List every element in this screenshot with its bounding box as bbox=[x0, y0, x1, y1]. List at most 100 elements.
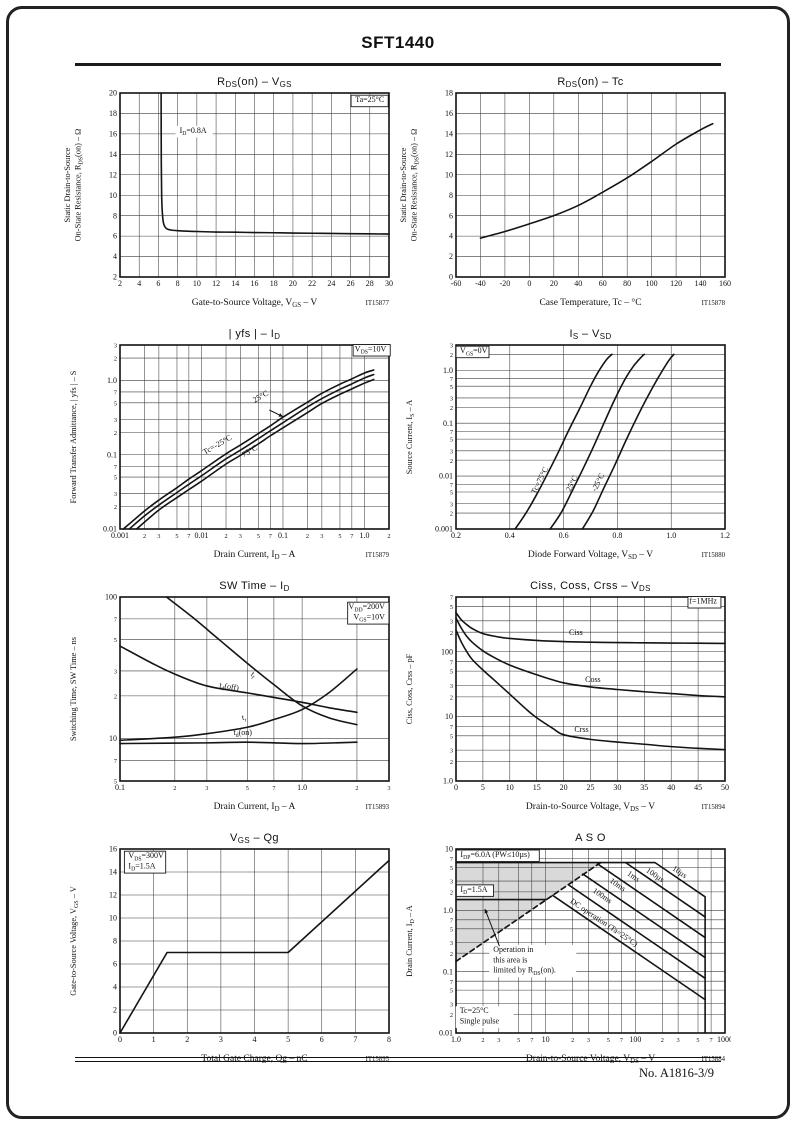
svg-text:14: 14 bbox=[109, 868, 117, 877]
svg-text:20: 20 bbox=[289, 279, 297, 288]
svg-text:1.0: 1.0 bbox=[666, 531, 676, 540]
svg-text:0: 0 bbox=[449, 273, 453, 282]
svg-text:16: 16 bbox=[109, 129, 117, 138]
x-axis-label: Drain Current, ID – A bbox=[214, 550, 296, 561]
chart-title: SW Time – ID bbox=[219, 580, 289, 593]
figure-code: IT15884 bbox=[702, 1056, 726, 1063]
series-10µs / IDP limit bbox=[455, 861, 706, 1034]
svg-text:2: 2 bbox=[571, 1037, 574, 1044]
y-axis-label: Forward Transfer Admittance, | yfs | – S bbox=[69, 370, 78, 503]
figure-code: IT15893 bbox=[366, 804, 390, 811]
svg-text:6: 6 bbox=[156, 279, 160, 288]
svg-text:2: 2 bbox=[450, 511, 453, 518]
svg-text:0.8: 0.8 bbox=[612, 531, 622, 540]
annotation-arrow bbox=[484, 908, 500, 947]
series-25°C bbox=[128, 373, 375, 530]
svg-text:ID=1.5A: ID=1.5A bbox=[460, 885, 487, 896]
series-10ms bbox=[582, 873, 706, 959]
svg-text:2: 2 bbox=[450, 759, 453, 766]
y-axis-label: Switching Time, SW Time – ns bbox=[69, 637, 78, 741]
svg-text:2: 2 bbox=[185, 1035, 189, 1044]
svg-text:2: 2 bbox=[450, 1012, 453, 1019]
x-axis-label: Diode Forward Voltage, VSD – V bbox=[528, 550, 653, 561]
svg-text:0: 0 bbox=[118, 1035, 122, 1044]
chart-rdson-vgs-canvas: 2 4 6 8 10 12 14 16 18 20 22 24 26 28 3024681012141618… bbox=[63, 76, 393, 309]
series-75°C bbox=[135, 378, 375, 530]
svg-text:10: 10 bbox=[109, 914, 117, 923]
svg-text:8: 8 bbox=[113, 211, 117, 220]
plot-frame bbox=[455, 848, 726, 1034]
svg-text:22: 22 bbox=[308, 279, 316, 288]
svg-text:2: 2 bbox=[306, 533, 309, 540]
plot-frame bbox=[455, 92, 726, 278]
chart-is-vsd-canvas: 0.2 0.4 0.6 0.8 1.0 1.20.00123570.0123570.123… bbox=[405, 328, 730, 561]
svg-text:0.1: 0.1 bbox=[107, 450, 117, 459]
svg-text:3: 3 bbox=[114, 491, 117, 498]
svg-text:0.1: 0.1 bbox=[115, 783, 125, 792]
svg-text:3: 3 bbox=[320, 533, 323, 540]
svg-text:7: 7 bbox=[269, 533, 272, 540]
svg-text:5: 5 bbox=[450, 490, 453, 497]
svg-text:0.01: 0.01 bbox=[439, 472, 453, 481]
svg-text:10: 10 bbox=[445, 170, 453, 179]
svg-text:ID=1.5A: ID=1.5A bbox=[128, 862, 155, 873]
svg-text:IDP=6.0A (PW≤10µs): IDP=6.0A (PW≤10µs) bbox=[460, 850, 530, 861]
svg-text:7: 7 bbox=[187, 533, 190, 540]
chart-title: Ciss, Coss, Crss – VDS bbox=[530, 580, 651, 593]
svg-text:7: 7 bbox=[450, 917, 453, 924]
svg-text:4: 4 bbox=[137, 279, 141, 288]
x-axis-label: Total Gate Charge, Qg – nC bbox=[201, 1054, 307, 1064]
svg-text:14: 14 bbox=[231, 279, 239, 288]
svg-text:25: 25 bbox=[587, 783, 595, 792]
svg-text:18: 18 bbox=[445, 89, 453, 98]
svg-text:7: 7 bbox=[114, 758, 117, 765]
series bbox=[455, 861, 706, 1034]
svg-text:20: 20 bbox=[550, 279, 558, 288]
series-100ms bbox=[567, 884, 706, 980]
svg-text:20: 20 bbox=[560, 783, 568, 792]
svg-text:140: 140 bbox=[695, 279, 707, 288]
svg-text:1.0: 1.0 bbox=[359, 531, 369, 540]
svg-text:3: 3 bbox=[450, 343, 453, 350]
series bbox=[479, 122, 714, 239]
svg-text:18: 18 bbox=[270, 279, 278, 288]
chart-title: RDS(on) – VGS bbox=[217, 76, 292, 89]
svg-text:0.01: 0.01 bbox=[439, 1029, 453, 1038]
svg-text:18: 18 bbox=[109, 109, 117, 118]
svg-text:8: 8 bbox=[176, 279, 180, 288]
svg-text:-40: -40 bbox=[475, 279, 486, 288]
svg-text:10: 10 bbox=[445, 845, 453, 854]
svg-text:5: 5 bbox=[450, 988, 453, 995]
svg-text:50: 50 bbox=[721, 783, 729, 792]
svg-text:7: 7 bbox=[353, 1035, 357, 1044]
series bbox=[122, 369, 375, 530]
svg-text:7: 7 bbox=[450, 376, 453, 383]
svg-text:20: 20 bbox=[109, 89, 117, 98]
figure-code: IT15877 bbox=[366, 300, 390, 307]
series-Tc=-25°C bbox=[122, 369, 375, 530]
svg-text:10: 10 bbox=[445, 712, 453, 721]
figure-code: IT15879 bbox=[366, 552, 390, 559]
svg-text:5: 5 bbox=[257, 533, 260, 540]
svg-text:0.6: 0.6 bbox=[559, 531, 569, 540]
svg-text:3: 3 bbox=[239, 533, 242, 540]
svg-text:2: 2 bbox=[114, 693, 117, 700]
figure-code: IT15894 bbox=[702, 804, 726, 811]
series-Crss bbox=[455, 629, 726, 751]
svg-text:3: 3 bbox=[677, 1037, 680, 1044]
x-axis-label: Drain Current, ID – A bbox=[214, 802, 296, 813]
chart-title: VGS – Qg bbox=[230, 832, 279, 845]
svg-text:3: 3 bbox=[450, 618, 453, 625]
svg-text:3: 3 bbox=[450, 501, 453, 508]
svg-text:2: 2 bbox=[114, 430, 117, 437]
svg-text:100: 100 bbox=[441, 647, 453, 656]
svg-text:1.0: 1.0 bbox=[297, 783, 307, 792]
svg-text:5: 5 bbox=[696, 1037, 699, 1044]
svg-text:f=1MHz: f=1MHz bbox=[689, 597, 717, 606]
svg-text:7: 7 bbox=[114, 464, 117, 471]
svg-text:24: 24 bbox=[327, 279, 335, 288]
